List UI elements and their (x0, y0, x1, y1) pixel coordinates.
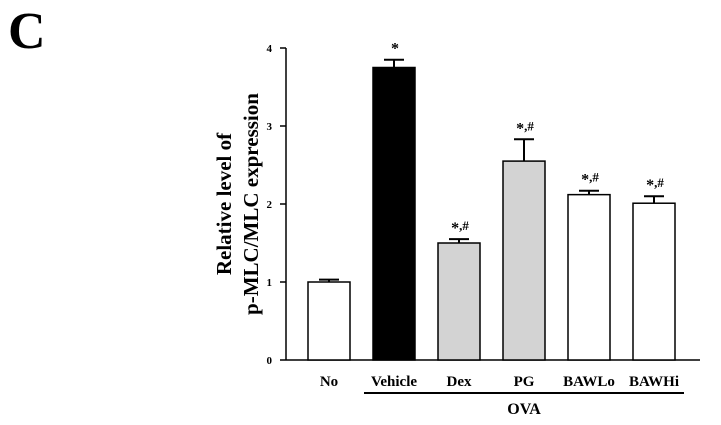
y-axis-title-line: Relative level of (212, 132, 236, 275)
bar (632, 202, 676, 361)
panel-label: C (8, 3, 46, 60)
y-tick-label: 0 (267, 355, 273, 367)
significance-label: *,# (451, 218, 469, 237)
x-tick-label: Vehicle (371, 374, 417, 390)
x-tick-label: BAWLo (563, 374, 615, 390)
bar (307, 281, 351, 361)
bar (567, 193, 611, 361)
x-tick-label: PG (514, 374, 535, 390)
significance-label: *,# (646, 175, 664, 194)
y-axis-title-line: p-MLC/MLC expression (239, 93, 263, 315)
bar (372, 66, 416, 361)
y-tick-label: 1 (267, 277, 273, 289)
bar (502, 160, 546, 361)
x-tick-label: BAWHi (629, 374, 679, 390)
y-tick-label: 3 (267, 121, 273, 133)
bar (437, 242, 481, 361)
significance-label: *,# (516, 118, 534, 137)
x-tick-label: Dex (447, 374, 472, 390)
group-label: OVA (507, 401, 541, 418)
x-tick-label: No (320, 374, 338, 390)
y-tick-label: 4 (267, 43, 273, 55)
y-tick-label: 2 (267, 199, 273, 211)
significance-label: *,# (581, 170, 599, 189)
significance-label: * (391, 41, 399, 58)
